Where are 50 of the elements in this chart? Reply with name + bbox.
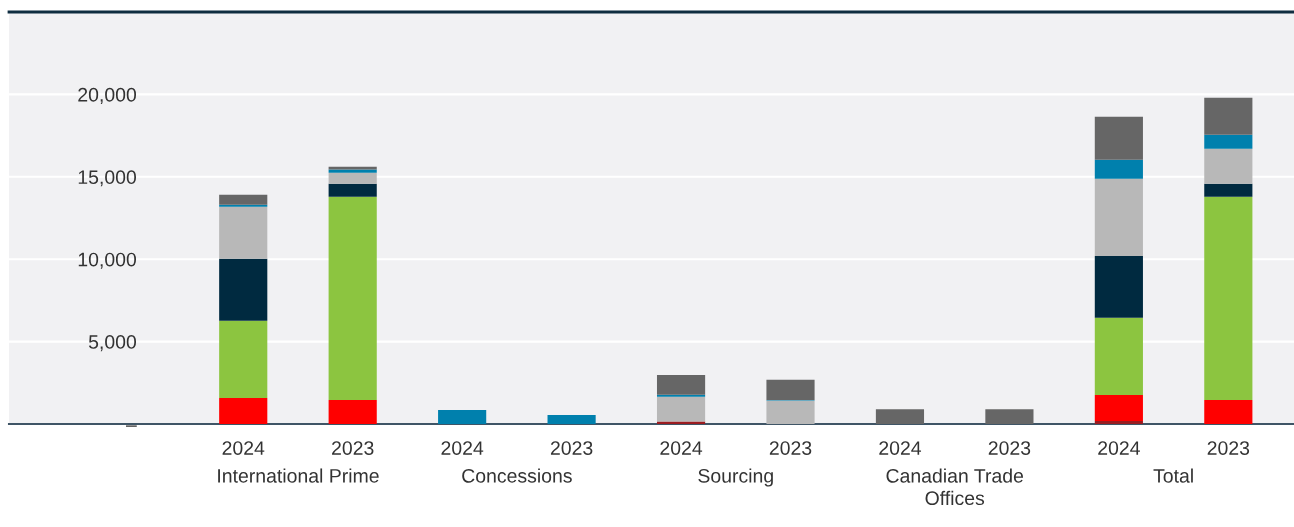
bar bbox=[219, 206, 268, 259]
x-tick-label: 2024 bbox=[222, 441, 265, 455]
bar bbox=[656, 374, 706, 395]
bar bbox=[328, 172, 377, 184]
text: Sourcing bbox=[698, 468, 773, 487]
x-tick-label: 2024 bbox=[1098, 441, 1140, 455]
bar bbox=[219, 194, 268, 205]
y-tick-label: – bbox=[125, 425, 137, 427]
x-tick-label: 2024 bbox=[879, 441, 922, 455]
x-tick-label: 2023 bbox=[769, 441, 812, 455]
bar bbox=[1204, 148, 1253, 184]
bar bbox=[1204, 399, 1253, 424]
y-tick-label: 5,000 bbox=[88, 335, 137, 352]
bar bbox=[1094, 116, 1143, 160]
x-tick-label: 2024 bbox=[660, 441, 703, 455]
y-tick-label: 20,000 bbox=[78, 87, 137, 104]
x-tick-label: 2023 bbox=[550, 441, 593, 455]
bar bbox=[1094, 421, 1143, 424]
bar bbox=[1094, 317, 1143, 395]
bar bbox=[219, 320, 268, 398]
text: International Prime bbox=[218, 468, 379, 483]
bar bbox=[1094, 255, 1143, 318]
bar bbox=[1204, 196, 1253, 400]
x-tick-label: 2024 bbox=[441, 441, 484, 455]
text: Canadian Trade Offices bbox=[886, 468, 1024, 506]
bar bbox=[1094, 159, 1143, 179]
bar bbox=[766, 400, 815, 424]
bar bbox=[328, 196, 377, 400]
bar bbox=[219, 397, 268, 424]
bar bbox=[1204, 183, 1253, 197]
bar bbox=[328, 399, 377, 424]
bar bbox=[219, 258, 268, 321]
bar bbox=[985, 409, 1034, 424]
text: Total bbox=[1153, 468, 1193, 483]
bar bbox=[766, 379, 815, 400]
bar bbox=[1094, 395, 1143, 422]
bar bbox=[1094, 178, 1143, 256]
bar bbox=[1204, 134, 1253, 149]
bar bbox=[656, 396, 706, 422]
bar bbox=[875, 409, 925, 424]
x-tick-label: 2023 bbox=[988, 441, 1031, 455]
bar bbox=[438, 409, 487, 424]
x-tick-label: 2023 bbox=[1207, 441, 1250, 455]
bar bbox=[547, 414, 596, 424]
bar bbox=[1204, 97, 1253, 135]
y-tick-label: 10,000 bbox=[78, 252, 137, 269]
text: Concessions bbox=[462, 468, 572, 483]
x-tick-label: 2023 bbox=[332, 441, 374, 455]
bar bbox=[328, 183, 377, 197]
y-tick-label: 15,000 bbox=[78, 170, 137, 187]
